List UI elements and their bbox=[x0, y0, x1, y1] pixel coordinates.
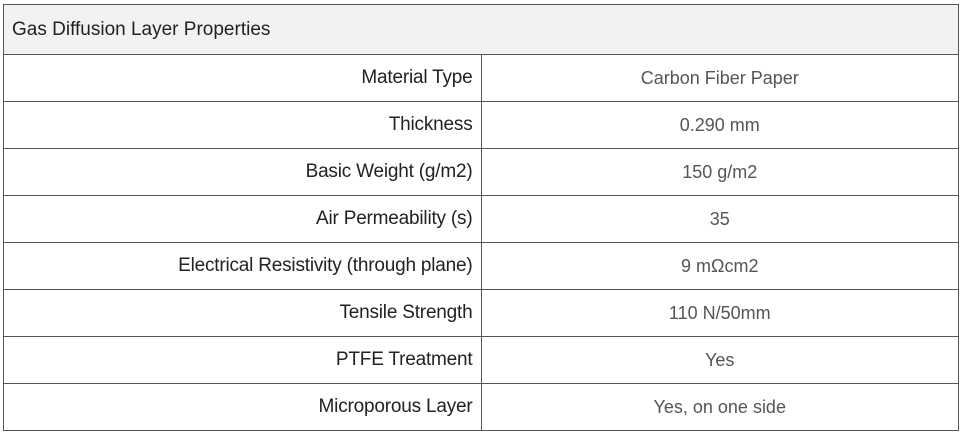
property-name: Air Permeability (s) bbox=[3, 195, 482, 243]
table-body: Material Type Carbon Fiber Paper Thickness… bbox=[3, 54, 959, 431]
property-name: PTFE Treatment bbox=[3, 336, 482, 384]
header-row: Gas Diffusion Layer Properties bbox=[3, 4, 959, 55]
property-value: Yes bbox=[480, 336, 959, 384]
properties-table: Gas Diffusion Layer Properties Material … bbox=[3, 4, 959, 431]
property-value: Yes, on one side bbox=[480, 383, 959, 431]
property-name: Tensile Strength bbox=[3, 289, 482, 337]
property-row: Electrical Resistivity (through plane) 9 … bbox=[3, 242, 959, 290]
property-name: Electrical Resistivity (through plane) bbox=[3, 242, 482, 290]
property-row: Basic Weight (g/m2) 150 g/m2 bbox=[3, 148, 959, 196]
table-title: Gas Diffusion Layer Properties bbox=[3, 4, 959, 55]
property-row: Thickness 0.290 mm bbox=[3, 101, 959, 149]
property-name: Material Type bbox=[3, 54, 482, 102]
table-head: Gas Diffusion Layer Properties bbox=[3, 4, 959, 55]
property-row: Air Permeability (s) 35 bbox=[3, 195, 959, 243]
property-value: 35 bbox=[480, 195, 959, 243]
property-row: Material Type Carbon Fiber Paper bbox=[3, 54, 959, 102]
table-wrapper: Gas Diffusion Layer Properties Material … bbox=[3, 4, 959, 431]
property-row: Tensile Strength 110 N/50mm bbox=[3, 289, 959, 337]
property-value: Carbon Fiber Paper bbox=[480, 54, 959, 102]
property-value: 9 mΩcm2 bbox=[480, 242, 959, 290]
property-value: 110 N/50mm bbox=[480, 289, 959, 337]
property-name: Basic Weight (g/m2) bbox=[3, 148, 482, 196]
property-row: Microporous Layer Yes, on one side bbox=[3, 383, 959, 431]
property-name: Microporous Layer bbox=[3, 383, 482, 431]
property-row: PTFE Treatment Yes bbox=[3, 336, 959, 384]
property-value: 150 g/m2 bbox=[480, 148, 959, 196]
property-value: 0.290 mm bbox=[480, 101, 959, 149]
property-name: Thickness bbox=[3, 101, 482, 149]
